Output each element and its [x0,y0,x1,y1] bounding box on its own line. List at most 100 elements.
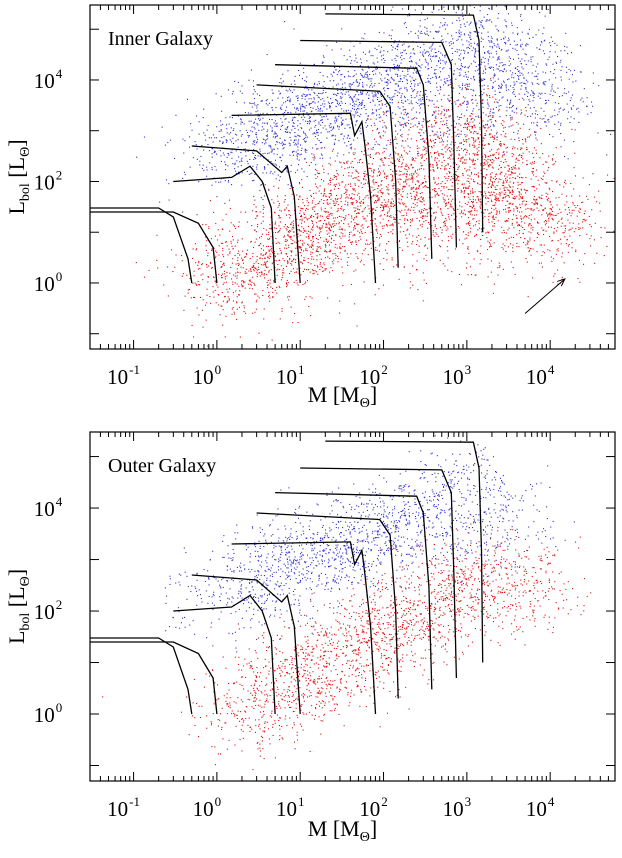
point [372,100,374,102]
point [400,199,402,201]
point [395,219,397,221]
point [441,105,443,107]
point [447,33,449,35]
point [230,141,232,143]
point [526,146,528,148]
point [303,67,305,69]
point [457,208,459,210]
point [409,287,411,289]
point [279,318,281,320]
point [399,178,401,180]
point [553,231,555,233]
point [355,240,357,242]
point [453,218,455,220]
point [442,197,444,199]
point [513,131,515,133]
point [543,27,545,29]
point [448,109,450,111]
point [317,110,319,112]
point [449,79,451,81]
point [480,58,482,60]
point [435,68,437,70]
point [368,163,370,165]
point [335,199,337,201]
point [583,263,585,265]
point [270,286,272,288]
point [327,96,329,98]
point [365,93,367,95]
point [328,193,330,195]
point [354,303,356,305]
point [348,236,350,238]
point [329,184,331,186]
point [330,180,332,182]
point [376,114,378,116]
point [484,135,486,137]
point [354,217,356,219]
point [426,50,428,52]
point [512,244,514,246]
point [311,207,313,209]
point [490,125,492,127]
point [356,61,358,63]
point [424,89,426,91]
point [512,92,514,94]
point [355,170,357,172]
point [170,139,172,141]
point [338,140,340,142]
point [310,102,312,104]
point [289,100,291,102]
point [542,175,544,177]
point [509,70,511,72]
point [462,150,464,152]
point [226,288,228,290]
point [276,135,278,137]
point [561,66,563,68]
point [519,72,521,74]
point [362,84,364,86]
point [437,183,439,185]
point [327,211,329,213]
point [471,144,473,146]
point [353,45,355,47]
point [563,92,565,94]
point [273,122,275,124]
point [505,192,507,194]
point [423,215,425,217]
point [309,116,311,118]
point [441,213,443,215]
point [469,47,471,49]
point [486,237,488,239]
point [534,218,536,220]
point [440,131,442,133]
point [362,210,364,212]
point [435,134,437,136]
point [532,36,534,38]
point [458,133,460,135]
point [211,169,213,171]
point [342,122,344,124]
point [285,253,287,255]
point [364,105,366,107]
point [382,135,384,137]
point [346,137,348,139]
point [285,101,287,103]
point [305,85,307,87]
point [334,120,336,122]
point [522,74,524,76]
point [429,135,431,137]
point [306,123,308,125]
point [511,218,513,220]
point [280,106,282,108]
point [394,138,396,140]
point [256,136,258,138]
point [363,76,365,78]
point [433,37,435,39]
point [512,191,514,193]
point [411,188,413,190]
point [458,146,460,148]
point [489,67,491,69]
point [360,62,362,64]
point [482,26,484,28]
point [305,105,307,107]
